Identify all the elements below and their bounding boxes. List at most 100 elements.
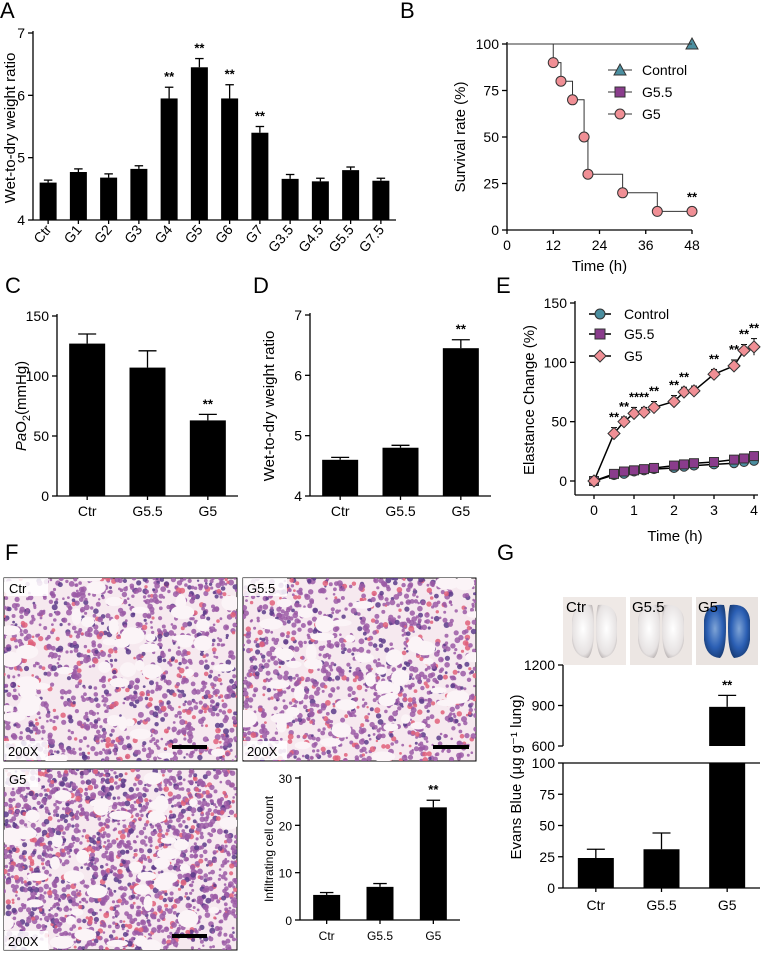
tissue-cell bbox=[202, 613, 206, 616]
tissue-cell bbox=[294, 680, 300, 686]
tissue-cell bbox=[291, 630, 297, 636]
tissue-cell bbox=[273, 655, 277, 659]
tissue-cell bbox=[412, 666, 419, 673]
tissue-cell bbox=[253, 710, 257, 714]
tissue-cell bbox=[375, 661, 382, 668]
bar bbox=[382, 447, 419, 496]
tissue-cell bbox=[96, 729, 101, 734]
tissue-cell bbox=[288, 722, 293, 727]
tissue-cell bbox=[379, 590, 384, 596]
data-point bbox=[627, 406, 641, 421]
tissue-cell bbox=[453, 630, 459, 636]
tissue-cell bbox=[72, 640, 77, 646]
significance-label: ** bbox=[649, 383, 660, 398]
tissue-cell bbox=[86, 845, 93, 852]
tissue-cell bbox=[147, 923, 152, 927]
tissue-cell bbox=[52, 904, 56, 909]
tissue-cell bbox=[444, 662, 450, 668]
tissue-cell bbox=[98, 945, 104, 950]
tissue-cell bbox=[344, 714, 349, 719]
tissue-cell bbox=[203, 822, 210, 829]
tissue-cell bbox=[153, 756, 158, 761]
tissue-cell bbox=[47, 890, 53, 896]
tissue-cell bbox=[208, 935, 212, 939]
tissue-cell bbox=[67, 735, 72, 741]
tissue-cell bbox=[144, 598, 151, 605]
tissue-cell bbox=[229, 770, 233, 773]
tissue-cell bbox=[224, 907, 229, 912]
tissue-cell bbox=[229, 863, 235, 869]
tissue-cell bbox=[363, 597, 367, 601]
tissue-cell bbox=[203, 710, 207, 714]
tissue-cell bbox=[88, 836, 92, 840]
tissue-cell bbox=[162, 693, 168, 699]
tissue-cell bbox=[88, 709, 94, 715]
tissue-cell bbox=[189, 598, 195, 604]
x-tick-label: 0 bbox=[503, 237, 511, 253]
tissue-cell bbox=[460, 670, 466, 677]
tissue-cell bbox=[111, 839, 117, 845]
tissue-cell bbox=[124, 772, 128, 776]
alveolar-space bbox=[196, 619, 210, 632]
tissue-cell bbox=[148, 799, 152, 803]
tissue-cell bbox=[44, 915, 50, 922]
tissue-cell bbox=[177, 770, 182, 775]
tissue-cell bbox=[97, 733, 102, 739]
tissue-cell bbox=[212, 769, 217, 772]
tissue-cell bbox=[117, 607, 124, 614]
tissue-cell bbox=[357, 626, 363, 632]
tissue-cell bbox=[354, 755, 359, 760]
tissue-cell bbox=[359, 726, 362, 729]
tissue-cell bbox=[145, 689, 151, 695]
tissue-cell bbox=[221, 699, 224, 702]
tissue-cell bbox=[413, 689, 418, 693]
tissue-cell bbox=[325, 711, 330, 716]
tissue-cell bbox=[74, 791, 81, 798]
data-point bbox=[687, 384, 701, 398]
tissue-cell bbox=[448, 591, 454, 597]
tissue-cell bbox=[292, 676, 296, 680]
x-tick-label: 24 bbox=[592, 237, 608, 253]
tissue-cell bbox=[184, 895, 187, 898]
tissue-cell bbox=[215, 770, 220, 775]
tissue-cell bbox=[359, 617, 363, 620]
bar bbox=[189, 420, 226, 496]
tissue-cell bbox=[160, 737, 164, 741]
tissue-cell bbox=[216, 589, 222, 594]
tissue-cell bbox=[63, 700, 69, 707]
tissue-cell bbox=[170, 623, 174, 626]
tissue-cell bbox=[311, 616, 318, 622]
tissue-cell bbox=[57, 654, 61, 658]
tissue-cell bbox=[287, 733, 294, 740]
tissue-cell bbox=[332, 704, 336, 708]
tissue-cell bbox=[31, 837, 37, 843]
tissue-cell bbox=[88, 665, 92, 668]
tissue-cell bbox=[73, 827, 80, 834]
tissue-cell bbox=[416, 595, 419, 599]
significance-label: ** bbox=[749, 321, 760, 336]
alveolar-space bbox=[184, 668, 194, 677]
tissue-cell bbox=[307, 621, 312, 626]
tissue-cell bbox=[203, 578, 208, 583]
tissue-cell bbox=[91, 781, 96, 786]
tissue-cell bbox=[19, 794, 24, 798]
tissue-cell bbox=[345, 736, 348, 740]
tissue-cell bbox=[61, 917, 67, 923]
tissue-cell bbox=[121, 927, 125, 931]
tissue-cell bbox=[468, 694, 475, 700]
tissue-cell bbox=[128, 603, 131, 607]
x-tick-label: G4.5 bbox=[295, 221, 327, 255]
tissue-cell bbox=[216, 642, 221, 647]
tissue-cell bbox=[396, 587, 403, 593]
tissue-cell bbox=[16, 825, 20, 829]
tissue-cell bbox=[364, 689, 368, 692]
tissue-cell bbox=[418, 578, 424, 583]
tissue-cell bbox=[219, 682, 223, 686]
tissue-cell bbox=[122, 886, 128, 892]
tissue-cell bbox=[151, 927, 157, 933]
tissue-cell bbox=[85, 779, 92, 785]
tissue-cell bbox=[179, 853, 184, 858]
tissue-cell bbox=[22, 857, 27, 862]
tissue-cell bbox=[8, 803, 13, 809]
tissue-cell bbox=[177, 646, 181, 649]
